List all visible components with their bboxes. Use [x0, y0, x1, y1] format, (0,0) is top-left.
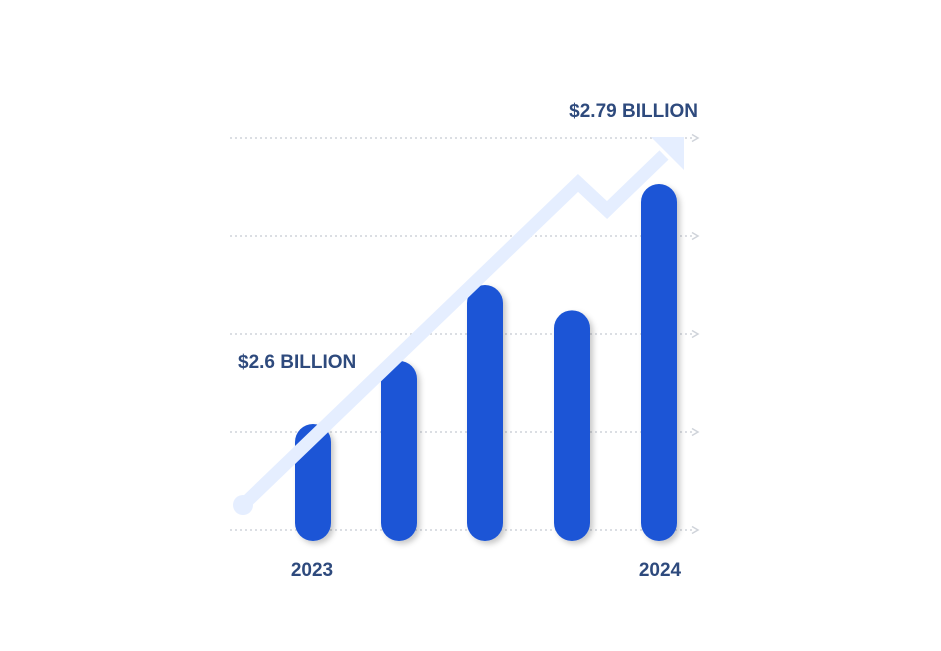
trend-line	[238, 150, 669, 510]
x-tick-label-2024: 2024	[638, 560, 682, 581]
gridline-arrowhead-3	[691, 427, 700, 437]
trend-arrow	[233, 137, 684, 515]
bars	[295, 184, 677, 541]
bar-1	[381, 360, 417, 541]
bar-4	[641, 184, 677, 541]
start-value-label: $2.6 BILLION	[238, 352, 357, 373]
gridline-arrowhead-0	[691, 133, 700, 143]
end-value-label: $2.79 BILLION	[569, 101, 698, 122]
trend-arrowhead	[651, 137, 684, 170]
trend-start-dot	[233, 495, 253, 515]
x-tick-label-2023: 2023	[290, 560, 334, 581]
gridline-arrowhead-2	[691, 329, 700, 339]
bar-2	[467, 285, 503, 541]
gridline-arrowhead-1	[691, 231, 700, 241]
gridline-arrowhead-4	[691, 525, 700, 535]
bar-3	[554, 310, 590, 541]
